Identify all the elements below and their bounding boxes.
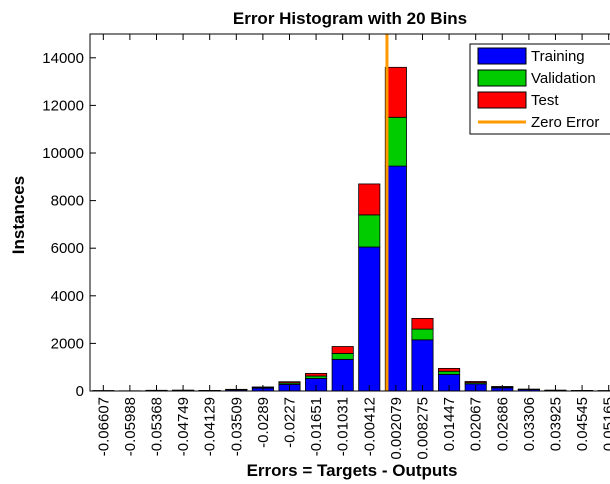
x-tick-label: 0.03306	[521, 397, 538, 451]
x-tick-label: -0.01651	[308, 397, 325, 456]
x-tick-label: 0.04545	[574, 397, 591, 451]
bar-segment	[411, 339, 434, 392]
x-tick-label: -0.0289	[255, 397, 272, 448]
y-tick-label: 12000	[42, 97, 84, 114]
y-tick-label: 8000	[51, 193, 84, 210]
bar-segment	[358, 246, 381, 392]
x-tick-label: 0.008275	[414, 397, 431, 460]
bar-segment	[358, 214, 381, 248]
x-axis-label: Errors = Targets - Outputs	[247, 461, 458, 480]
legend-label: Zero Error	[531, 114, 599, 131]
x-tick-label: 0.02686	[494, 397, 511, 451]
bar-segment	[331, 346, 354, 354]
x-tick-label: -0.01031	[335, 397, 352, 456]
x-tick-label: -0.00412	[361, 397, 378, 456]
x-tick-label: 0.01447	[441, 397, 458, 451]
bar-segment	[411, 318, 434, 330]
bar-segment	[438, 370, 461, 375]
x-tick-label: -0.0227	[282, 397, 299, 448]
x-tick-label: 0.05165	[601, 397, 610, 451]
legend-swatch	[477, 69, 527, 87]
bar-segment	[464, 381, 487, 384]
bar-segment	[278, 381, 301, 384]
x-tick-label: -0.06607	[95, 397, 112, 456]
axes-box	[89, 33, 610, 392]
y-tick-label: 14000	[42, 50, 84, 67]
x-tick-label: -0.04129	[202, 397, 219, 456]
x-tick-label: -0.05368	[149, 397, 166, 456]
bar-segment	[411, 328, 434, 341]
bar-segment	[305, 372, 328, 377]
y-tick-label: 4000	[51, 288, 84, 305]
y-axis-label: Instances	[9, 176, 28, 254]
bar-segment	[384, 66, 407, 118]
x-tick-label: 0.002079	[388, 397, 405, 460]
bar-segment	[358, 183, 381, 216]
x-tick-label: 0.03925	[547, 397, 564, 451]
y-tick-label: 6000	[51, 240, 84, 257]
chart-title: Error Histogram with 20 Bins	[233, 9, 467, 28]
y-tick-label: 2000	[51, 335, 84, 352]
legend-swatch	[477, 91, 527, 109]
x-tick-label: 0.02067	[468, 397, 485, 451]
legend-label: Training	[531, 48, 585, 65]
legend-label: Test	[531, 92, 559, 109]
legend-swatch	[477, 47, 527, 65]
legend-label: Validation	[531, 70, 596, 87]
bar-segment	[331, 352, 354, 360]
y-tick-label: 10000	[42, 145, 84, 162]
bar-segment	[438, 367, 461, 372]
y-tick-label: 0	[76, 383, 84, 400]
x-tick-label: -0.05988	[122, 397, 139, 456]
x-tick-label: -0.04749	[175, 397, 192, 456]
x-tick-label: -0.03509	[228, 397, 245, 456]
legend: Training Validation Test Zero Error	[469, 43, 610, 135]
